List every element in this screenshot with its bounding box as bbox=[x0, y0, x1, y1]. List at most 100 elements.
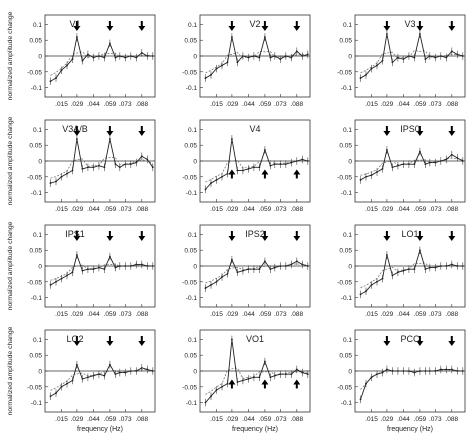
x-tick-label: .044 bbox=[397, 311, 410, 318]
data-point bbox=[419, 33, 421, 35]
y-tick-label: -0.05 bbox=[337, 384, 352, 391]
data-point bbox=[359, 398, 362, 401]
data-point bbox=[434, 370, 437, 372]
data-point bbox=[204, 77, 207, 79]
data-point bbox=[242, 269, 244, 272]
data-point bbox=[365, 175, 367, 178]
data-point bbox=[295, 160, 298, 162]
data-point bbox=[81, 377, 84, 380]
x-tick-label: .088 bbox=[290, 416, 303, 423]
y-tick-label: 0.05 bbox=[29, 353, 42, 360]
data-point bbox=[376, 64, 378, 67]
data-point bbox=[424, 58, 427, 61]
y-tick-label: 0.1 bbox=[188, 127, 197, 134]
data-point bbox=[151, 370, 154, 372]
data-point bbox=[397, 370, 399, 372]
x-tick-label: .073 bbox=[274, 206, 287, 213]
y-tick-label: 0 bbox=[193, 369, 197, 376]
data-point bbox=[103, 268, 106, 271]
data-point bbox=[103, 374, 106, 377]
y-tick-label: 0.1 bbox=[343, 22, 352, 29]
x-tick-label: .044 bbox=[87, 311, 100, 318]
data-point bbox=[284, 265, 287, 267]
data-point bbox=[428, 55, 431, 57]
data-point bbox=[135, 161, 138, 164]
data-point bbox=[284, 373, 287, 376]
data-point bbox=[279, 265, 282, 267]
panel-title: V4 bbox=[249, 124, 260, 134]
y-axis-label: normalized amplitude change bbox=[7, 116, 14, 205]
data-point bbox=[264, 360, 266, 363]
data-point bbox=[231, 258, 233, 261]
data-point bbox=[204, 401, 207, 404]
data-point bbox=[445, 56, 448, 59]
data-point bbox=[60, 69, 63, 72]
x-tick-label: .015 bbox=[365, 206, 378, 213]
y-axis-label: normalized amplitude change bbox=[7, 326, 14, 415]
y-tick-label: -0.1 bbox=[31, 190, 43, 197]
x-axis-label: frequency (Hz) bbox=[77, 426, 123, 433]
arrow-down-icon-head bbox=[106, 131, 114, 136]
data-point bbox=[226, 382, 229, 385]
x-tick-label: .073 bbox=[274, 416, 287, 423]
y-tick-label: 0 bbox=[38, 159, 42, 166]
x-tick-label: .015 bbox=[210, 101, 223, 108]
data-point bbox=[71, 169, 74, 172]
reference-series-line bbox=[360, 50, 463, 74]
x-tick-label: .059 bbox=[414, 206, 427, 213]
x-tick-label: .029 bbox=[71, 416, 84, 423]
data-point bbox=[439, 265, 442, 267]
data-point bbox=[290, 56, 293, 59]
data-point bbox=[151, 55, 154, 57]
data-point bbox=[284, 163, 287, 166]
x-tick-label: .015 bbox=[210, 311, 223, 318]
data-point bbox=[408, 268, 410, 271]
reference-series-line bbox=[50, 263, 153, 281]
reference-series-line bbox=[205, 263, 308, 284]
arrow-down-icon-head bbox=[73, 131, 81, 136]
panel-ips2: 0.1 0.05 0 -0.05 -0.1 .015.029.044 .059.073.08… bbox=[182, 224, 311, 318]
data-point bbox=[306, 53, 309, 56]
x-tick-label: .044 bbox=[242, 311, 255, 318]
x-tick-label: .059 bbox=[259, 311, 272, 318]
data-point bbox=[301, 263, 304, 266]
data-point bbox=[370, 67, 373, 70]
data-point bbox=[456, 53, 459, 56]
data-point bbox=[98, 266, 100, 269]
data-point bbox=[402, 58, 405, 61]
data-point bbox=[365, 290, 367, 293]
y-tick-label: 0 bbox=[193, 159, 197, 166]
data-point bbox=[87, 53, 89, 56]
data-point bbox=[210, 284, 212, 286]
data-point bbox=[424, 370, 427, 372]
arrow-up-icon-head bbox=[261, 169, 269, 175]
arrow-down-icon-head bbox=[448, 26, 456, 31]
arrow-down-icon-head bbox=[293, 26, 301, 31]
data-point bbox=[450, 153, 453, 156]
x-tick-label: .088 bbox=[135, 206, 148, 213]
y-tick-label: 0 bbox=[193, 264, 197, 271]
panel-title: IPS1 bbox=[65, 229, 85, 239]
data-point bbox=[135, 370, 138, 372]
data-point bbox=[135, 263, 138, 266]
data-point bbox=[258, 268, 261, 271]
data-point bbox=[129, 163, 132, 166]
data-point bbox=[306, 160, 309, 162]
data-point bbox=[391, 370, 394, 372]
data-point bbox=[114, 56, 117, 59]
arrow-up-icon-head bbox=[293, 379, 301, 385]
data-point bbox=[226, 61, 229, 64]
data-point bbox=[215, 179, 218, 181]
data-point bbox=[129, 55, 132, 57]
y-tick-label: -0.05 bbox=[27, 69, 42, 76]
data-point bbox=[109, 42, 111, 45]
arrow-up-icon-head bbox=[228, 379, 236, 385]
data-point bbox=[204, 188, 207, 191]
y-tick-label: 0.1 bbox=[343, 232, 352, 239]
data-point bbox=[397, 56, 399, 59]
data-point bbox=[391, 166, 394, 169]
data-point bbox=[118, 265, 121, 267]
y-tick-label: 0.05 bbox=[339, 143, 352, 150]
panel-title: V2 bbox=[249, 19, 260, 29]
arrow-down-icon-head bbox=[416, 236, 424, 241]
